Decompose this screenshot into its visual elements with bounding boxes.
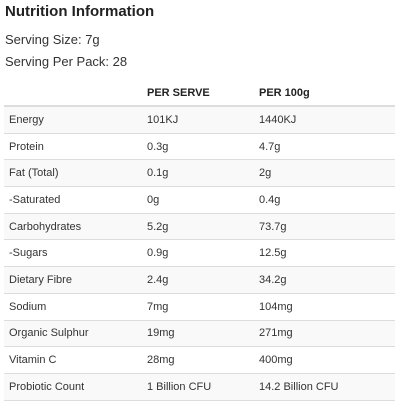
column-header-nutrient <box>4 80 142 107</box>
column-header-per-serve: PER SERVE <box>142 80 254 107</box>
nutrient-name: Protein <box>4 132 142 160</box>
per-100g-value: 12.5g <box>254 239 395 267</box>
column-header-per-100g: PER 100g <box>254 80 395 107</box>
table-row: Protein 0.3g 4.7g <box>4 132 395 160</box>
per-100g-value: 271mg <box>254 319 395 347</box>
nutrient-name: Fat (Total) <box>4 159 142 187</box>
nutrient-name: Energy <box>4 105 142 134</box>
per-serve-value: 28mg <box>142 346 254 374</box>
serving-size: Serving Size: 7g <box>5 32 100 47</box>
per-100g-value: 34.2g <box>254 266 395 294</box>
per-serve-value: 0g <box>142 186 254 214</box>
nutrient-name: -Sugars <box>4 239 142 267</box>
per-serve-value: 0.1g <box>142 159 254 187</box>
per-serve-value: 101KJ <box>142 105 254 134</box>
table-row: -Sugars 0.9g 12.5g <box>4 239 395 267</box>
nutrient-name: Vitamin C <box>4 346 142 374</box>
table-row: Organic Sulphur 19mg 271mg <box>4 319 395 347</box>
per-serve-value: 7mg <box>142 292 254 320</box>
nutrient-name: Probiotic Count <box>4 372 142 401</box>
page-title: Nutrition Information <box>5 3 155 20</box>
per-serve-value: 2.4g <box>142 266 254 294</box>
table-row: Vitamin C 28mg 400mg <box>4 346 395 374</box>
per-serve-value: 0.3g <box>142 132 254 160</box>
table-header-row: PER SERVE PER 100g <box>4 80 395 107</box>
per-serve-value: 5.2g <box>142 212 254 240</box>
serving-per-pack: Serving Per Pack: 28 <box>5 54 128 69</box>
table-row: -Saturated 0g 0.4g <box>4 186 395 214</box>
table-row: Energy 101KJ 1440KJ <box>4 105 395 134</box>
nutrition-table: PER SERVE PER 100g Energy 101KJ 1440KJ P… <box>4 80 395 401</box>
per-100g-value: 1440KJ <box>254 105 395 134</box>
per-100g-value: 2g <box>254 159 395 187</box>
per-100g-value: 0.4g <box>254 186 395 214</box>
table-row: Carbohydrates 5.2g 73.7g <box>4 212 395 240</box>
per-serve-value: 0.9g <box>142 239 254 267</box>
nutrient-name: Sodium <box>4 292 142 320</box>
table-row: Sodium 7mg 104mg <box>4 292 395 320</box>
table-row: Dietary Fibre 2.4g 34.2g <box>4 266 395 294</box>
per-100g-value: 104mg <box>254 292 395 320</box>
nutrient-name: Dietary Fibre <box>4 266 142 294</box>
nutrient-name: -Saturated <box>4 186 142 214</box>
per-100g-value: 4.7g <box>254 132 395 160</box>
nutrient-name: Carbohydrates <box>4 212 142 240</box>
per-100g-value: 400mg <box>254 346 395 374</box>
per-serve-value: 19mg <box>142 319 254 347</box>
table-row: Fat (Total) 0.1g 2g <box>4 159 395 187</box>
per-100g-value: 14.2 Billion CFU <box>254 372 395 401</box>
per-100g-value: 73.7g <box>254 212 395 240</box>
table-row: Probiotic Count 1 Billion CFU 14.2 Billi… <box>4 372 395 401</box>
nutrient-name: Organic Sulphur <box>4 319 142 347</box>
per-serve-value: 1 Billion CFU <box>142 372 254 401</box>
